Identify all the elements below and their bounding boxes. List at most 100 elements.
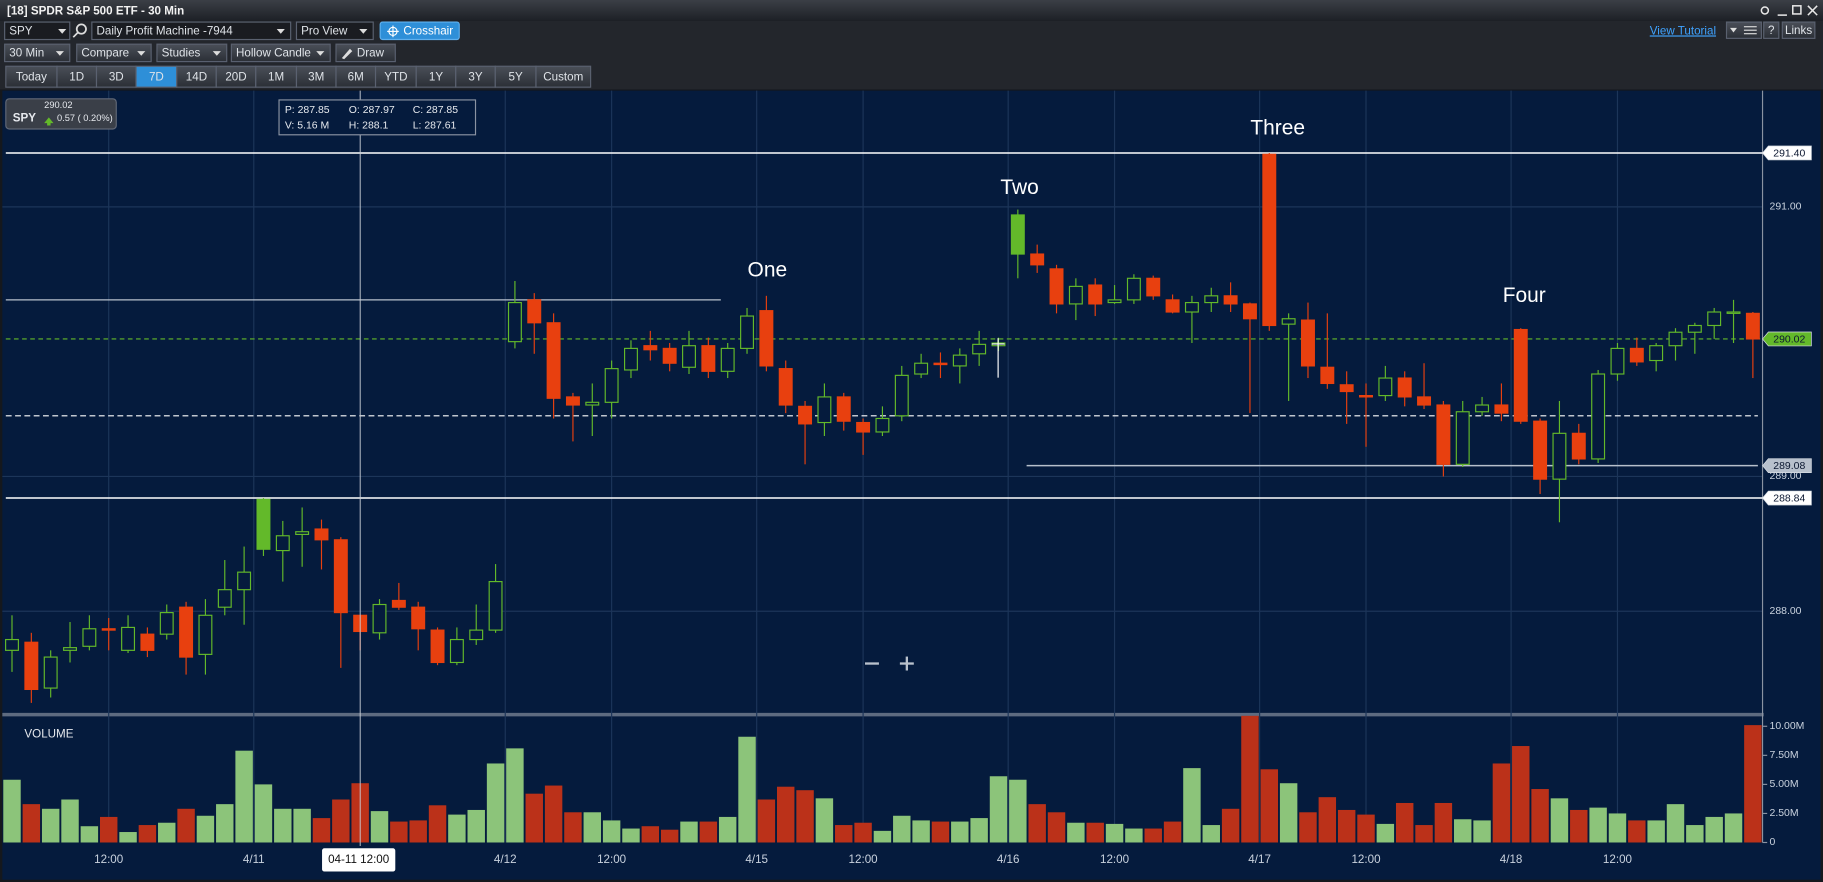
x-tick-label: 12:00 [94,853,123,866]
volume-bar [1512,746,1530,843]
tutorial-link[interactable]: View Tutorial [1650,24,1716,37]
candle-body [604,368,619,403]
compare-text: Compare [81,47,129,60]
volume-bar [80,826,99,843]
volume-bar [1744,725,1762,843]
candle-body [1126,277,1141,301]
window-controls[interactable] [1760,5,1818,16]
candle-body [1552,432,1567,480]
chart-background [2,90,1821,880]
candle-body [1513,328,1528,422]
volume-bar [622,828,640,843]
volume-bar [1125,828,1143,843]
level-tag [1762,331,1812,347]
volume-bar [602,820,621,843]
candle-body [488,581,503,631]
view-select[interactable] [295,21,374,41]
candle-body [1107,299,1122,304]
candle-body [1146,277,1161,297]
symbol-input[interactable] [4,21,71,41]
range-label: 1M [268,70,284,83]
annotation: Three [1250,117,1305,140]
help-text: ? [1768,24,1775,37]
up-arrow-icon [44,117,54,126]
volume-bar [448,814,466,843]
volume-bar [390,821,408,843]
studies-select[interactable] [156,43,228,63]
volume-bar [1376,823,1395,843]
volume-bar [1086,822,1104,843]
x-tick-label: 4/17 [1248,853,1271,866]
range-button[interactable] [535,65,592,88]
candle-body [1629,347,1644,363]
links-button[interactable] [1781,21,1816,39]
y-tick-label: 5.00M [1770,779,1799,790]
volume-bar [196,815,215,843]
y-tick-label: 289.00 [1770,471,1802,482]
help-button[interactable] [1763,21,1780,39]
quote-symbol: SPY [13,112,36,125]
volume-bar [370,811,389,843]
volume-bar [41,808,60,843]
candle-body [1281,318,1296,325]
candle-body [682,345,696,368]
range-label: 6M [348,70,364,83]
volume-bar [332,799,350,843]
volume-bar [796,790,814,843]
candle-body [256,498,271,550]
crosshair-button[interactable] [379,21,460,41]
candle-body [836,396,851,422]
candle-body [1668,331,1683,347]
candle-body [411,606,426,630]
volume-bar [1009,779,1027,843]
maximize-icon[interactable] [1792,5,1802,15]
x-tick-label: 12:00 [1603,853,1632,866]
x-tick-label: 4/11 [243,853,265,866]
candle-body [275,535,290,552]
candle-body [875,417,890,433]
x-tick-label: 12:00 [597,853,626,866]
volume-bar [1589,807,1607,843]
candle-body [1184,301,1199,313]
candle-body [1649,345,1664,362]
crosshair-time: 04-11 12:00 [328,853,389,866]
level-label: 289.08 [1773,461,1805,472]
candle-body [759,310,774,367]
x-tick-label: 4/16 [997,853,1020,866]
candle-body [856,421,871,433]
volume-bar [1531,789,1549,843]
volume-bar [1628,820,1646,843]
volume-bar [3,779,21,843]
close-icon[interactable] [1807,5,1818,16]
volume-bar [177,808,195,843]
candle-body [662,347,677,364]
candle-body [1088,284,1103,305]
interval-select[interactable] [4,43,71,63]
range-label: 5Y [509,70,523,83]
level-tag [1762,490,1812,506]
volume-bar [970,818,988,843]
x-tick-label: 4/18 [1500,853,1523,866]
compare-select[interactable] [76,43,152,63]
candle-body [82,628,97,647]
volume-bar [486,763,505,843]
layout-select[interactable] [91,21,292,41]
info-high: H: 288.1 [349,120,389,131]
draw-button[interactable] [335,43,396,63]
volume-bar [699,821,718,843]
info-low: L: 287.61 [413,120,457,131]
candle-body [1417,396,1432,406]
zoom-controls [864,656,914,671]
y-tick-label: 7.50M [1770,750,1799,761]
settings-icon[interactable] [1760,6,1770,15]
dropdown-arrow [212,51,221,56]
volume-bar [312,818,331,843]
volume-bar [293,808,311,843]
search-icon[interactable] [72,23,87,38]
volume-bar [1415,825,1433,843]
level-label: 288.84 [1773,493,1805,504]
range-label: 14D [186,70,207,83]
candle-body [585,401,600,406]
chart-style-select[interactable] [230,43,331,63]
candle-body [1494,404,1509,414]
